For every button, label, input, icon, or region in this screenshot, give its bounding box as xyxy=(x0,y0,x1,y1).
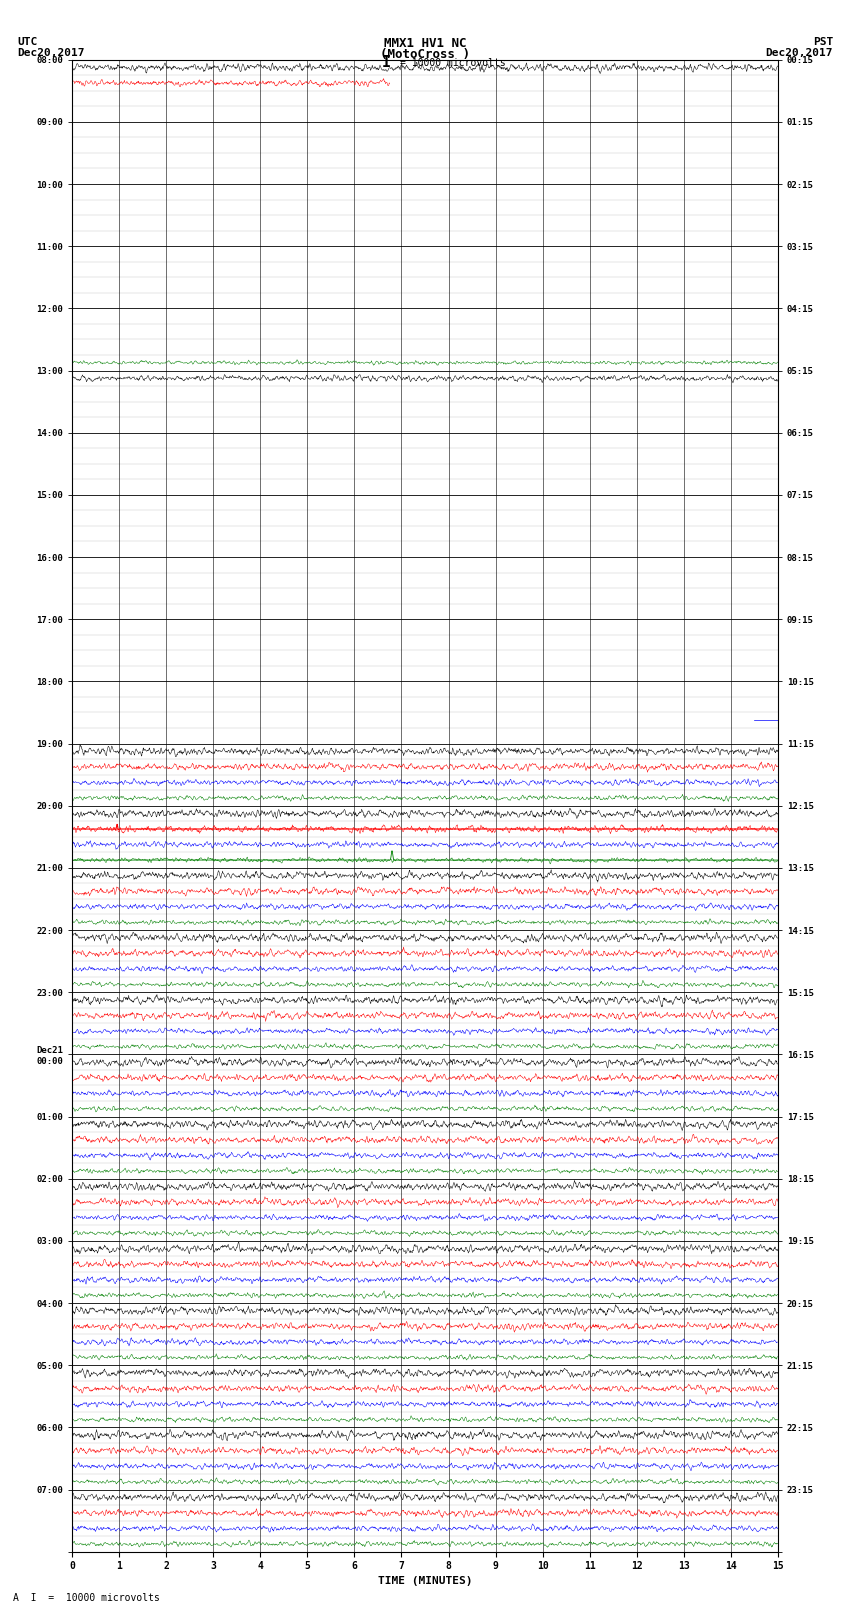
Text: Dec20,2017: Dec20,2017 xyxy=(766,48,833,58)
Text: I: I xyxy=(382,55,391,71)
Text: A  I  =  10000 microvolts: A I = 10000 microvolts xyxy=(13,1594,160,1603)
Text: (MotoCross ): (MotoCross ) xyxy=(380,48,470,61)
Text: Dec20,2017: Dec20,2017 xyxy=(17,48,84,58)
X-axis label: TIME (MINUTES): TIME (MINUTES) xyxy=(377,1576,473,1586)
Text: MMX1 HV1 NC: MMX1 HV1 NC xyxy=(383,37,467,50)
Text: = 10000 microvolts: = 10000 microvolts xyxy=(400,58,505,68)
Text: UTC: UTC xyxy=(17,37,37,47)
Text: PST: PST xyxy=(813,37,833,47)
